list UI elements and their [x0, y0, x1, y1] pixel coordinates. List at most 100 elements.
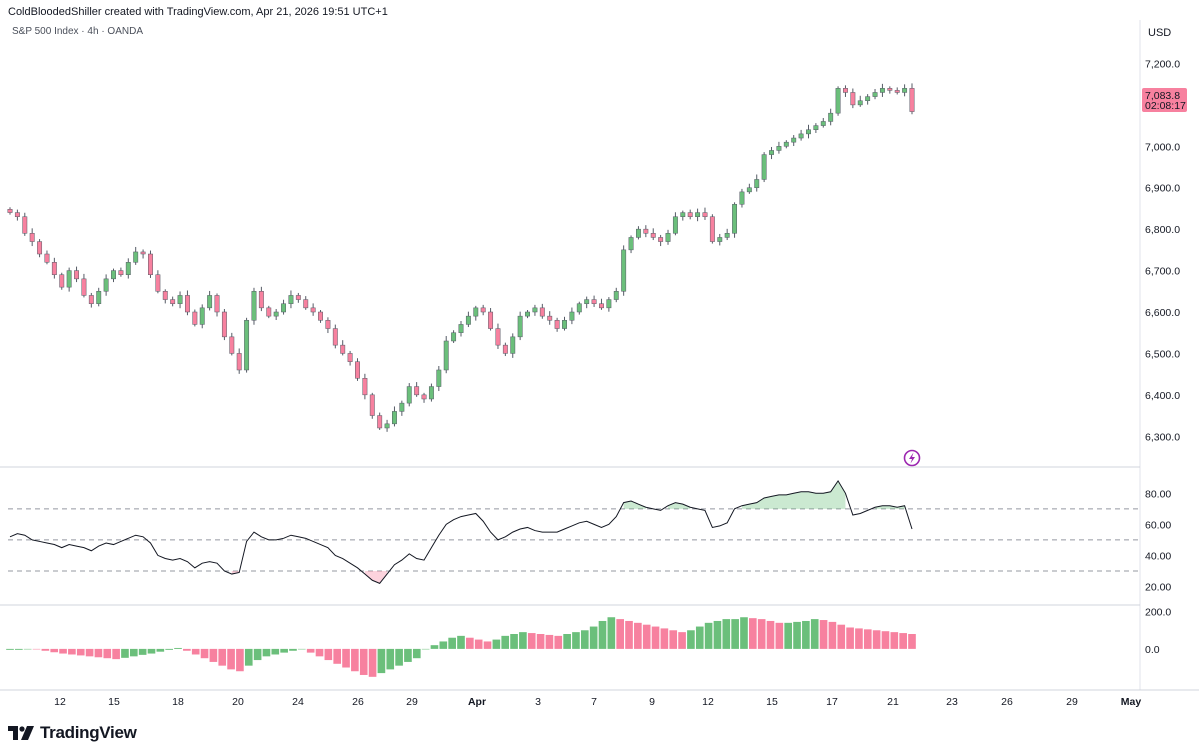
last-price-badge: [1142, 88, 1187, 112]
candle-body: [221, 311, 227, 338]
histogram-bar: [333, 648, 342, 664]
histogram-bar: [421, 648, 430, 650]
histogram-bar: [439, 641, 448, 649]
candle-body: [746, 187, 752, 193]
histogram-bar: [483, 641, 492, 649]
candle-body: [392, 411, 397, 425]
histogram-bar: [731, 619, 739, 649]
candle-body: [687, 212, 693, 217]
histogram-bar: [315, 648, 324, 657]
candle-body: [51, 262, 57, 275]
candle-body: [599, 303, 604, 309]
candle-body: [59, 274, 65, 288]
candle-body: [29, 233, 35, 242]
candle-body: [236, 353, 242, 371]
time-tick-label: 7: [591, 696, 597, 708]
candle-body: [377, 415, 383, 429]
histogram-bar: [510, 634, 518, 649]
candle-body: [887, 88, 893, 91]
candle-body: [865, 96, 871, 101]
histogram-axis-ticks: 0.0 200.0: [1145, 607, 1171, 656]
histogram-bar: [103, 648, 112, 659]
histogram-bar: [271, 648, 280, 655]
histogram-bar: [802, 620, 810, 649]
symbol-title: S&P 500 Index · 4h · OANDA: [12, 26, 143, 37]
histogram-bar: [430, 645, 439, 649]
histogram-bar: [412, 648, 421, 659]
candle-body: [761, 154, 767, 180]
lightning-icon[interactable]: [903, 449, 921, 467]
candle-body: [37, 241, 43, 255]
histogram-bar: [324, 648, 333, 661]
histogram-bar: [775, 622, 784, 649]
price-tick-label: 6,300.0: [1145, 431, 1180, 443]
histogram-bar: [138, 648, 147, 655]
time-axis-ticks: 12 15 18 20 24 26 29 Apr 3 7 9 12 15 17 21 23 26 29 May: [54, 696, 1141, 708]
oscillator-axis-ticks: 20.00 40.00 60.00 80.00: [1145, 488, 1171, 593]
candle-body: [732, 204, 738, 234]
time-tick-label: 26: [1001, 696, 1013, 708]
histogram-bar: [191, 648, 200, 655]
histogram-bar: [492, 639, 501, 649]
candle-body: [754, 179, 760, 188]
candle-body: [428, 386, 434, 400]
histogram-bar: [236, 648, 244, 672]
candle-body: [88, 295, 94, 304]
candle-body: [554, 320, 560, 329]
candle-body: [879, 88, 885, 93]
price-tick-label: 6,400.0: [1145, 390, 1180, 402]
candle-body: [806, 129, 811, 135]
histogram-bar: [262, 648, 271, 657]
candle-body: [325, 320, 331, 329]
time-tick-label: 24: [292, 696, 304, 708]
overbought-fill: [875, 505, 905, 509]
histogram-bar: [563, 634, 571, 649]
time-tick-label: 12: [702, 696, 714, 708]
tradingview-logo[interactable]: TradingView: [8, 723, 137, 743]
candle-body: [140, 251, 146, 255]
candle-body: [517, 315, 523, 338]
histogram-bar: [41, 648, 50, 651]
candle-body: [502, 344, 508, 354]
candle-body: [318, 311, 323, 321]
candle-body: [584, 299, 590, 304]
histogram-bar: [298, 648, 306, 650]
time-tick-label: 9: [649, 696, 655, 708]
histogram-bar: [855, 628, 863, 649]
histogram-bar: [766, 620, 775, 649]
overbought-fill: [623, 501, 646, 509]
histogram-bar: [147, 648, 156, 654]
histogram-bar: [76, 648, 85, 656]
oscillator-panel: [8, 479, 1140, 584]
histogram-bar: [536, 634, 545, 649]
candle-body: [118, 270, 124, 275]
price-tick-label: 6,800.0: [1145, 224, 1180, 236]
candle-body: [717, 237, 723, 242]
histogram-bar: [722, 619, 731, 649]
oscillator-tick-label: 20.00: [1145, 581, 1171, 593]
time-tick-label: 18: [172, 696, 184, 708]
histogram-bar: [68, 648, 76, 655]
candle-body: [199, 307, 205, 325]
histogram-panel: [6, 617, 916, 677]
overbought-fill: [741, 480, 846, 509]
histogram-bar: [32, 648, 41, 650]
time-tick-label: May: [1121, 696, 1142, 708]
histogram-bar: [342, 648, 350, 668]
candle-body: [436, 369, 442, 387]
candle-body: [384, 423, 390, 429]
candle-body: [369, 394, 375, 416]
candle-body: [635, 228, 641, 238]
price-tick-label: 6,600.0: [1145, 307, 1180, 319]
bar-countdown: 02:08:17: [1145, 100, 1186, 112]
histogram-bar: [174, 647, 182, 649]
candle-body: [310, 307, 316, 313]
time-tick-label: 29: [1066, 696, 1078, 708]
candle-body: [458, 324, 464, 333]
price-tick-label: 6,900.0: [1145, 183, 1180, 195]
histogram-bar: [244, 648, 253, 666]
candle-body: [251, 291, 257, 321]
histogram-bar: [757, 619, 766, 649]
histogram-bar: [651, 626, 660, 649]
